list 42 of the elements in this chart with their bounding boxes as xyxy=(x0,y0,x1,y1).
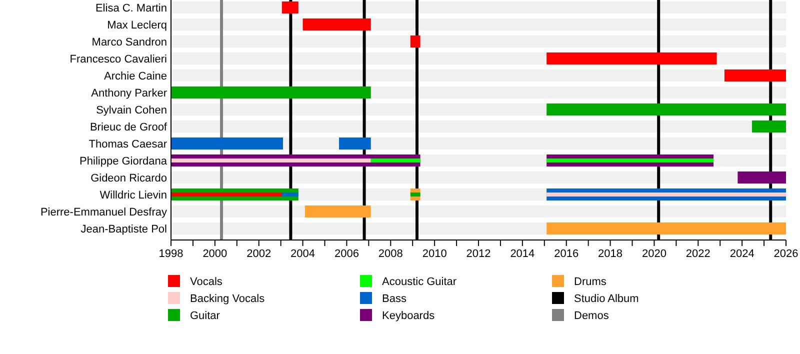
y-tick-label: Anthony Parker xyxy=(91,87,168,100)
y-tick-label: Willdric Lievin xyxy=(100,189,167,202)
y-tick-label: Thomas Caesar xyxy=(88,138,168,150)
x-tick-label: 2002 xyxy=(246,248,272,260)
x-tick-label: 2012 xyxy=(466,248,491,260)
y-tick-label: Jean-Baptiste Pol xyxy=(80,223,167,236)
y-tick-label: Archie Caine xyxy=(104,70,167,82)
bar xyxy=(171,158,371,162)
bar xyxy=(410,192,420,196)
x-tick-label: 2006 xyxy=(334,248,359,260)
x-tick-label: 2010 xyxy=(422,248,447,260)
x-tick-label: 2000 xyxy=(202,248,228,260)
x-tick-label: 2008 xyxy=(378,248,403,260)
y-tick-label: Elisa C. Martin xyxy=(95,2,167,14)
legend-label: Vocals xyxy=(190,276,223,288)
y-tick-label: Gideon Ricardo xyxy=(90,172,167,184)
legend-label: Studio Album xyxy=(574,292,639,305)
x-tick-label: 2020 xyxy=(642,248,666,260)
x-tick-label: 2016 xyxy=(554,248,579,260)
legend-label: Guitar xyxy=(190,310,220,322)
legend-label: Acoustic Guitar xyxy=(382,276,457,288)
y-tick-label: Max Leclerq xyxy=(107,19,167,32)
x-tick-label: 2014 xyxy=(510,248,535,260)
y-tick-label: Philippe Giordana xyxy=(80,155,168,168)
x-tick-label: 1998 xyxy=(158,248,184,260)
legend-label: Drums xyxy=(574,276,607,288)
legend-label: Keyboards xyxy=(382,310,436,322)
x-tick-label: 2004 xyxy=(290,248,316,260)
y-tick-label: Pierre-Emmanuel Desfray xyxy=(40,206,168,218)
y-tick-label: Marco Sandron xyxy=(92,36,167,48)
y-tick-label: Sylvain Cohen xyxy=(96,104,167,116)
legend-label: Demos xyxy=(574,310,610,322)
legend-label: Bass xyxy=(382,292,407,305)
y-tick-label: Brieuc de Groof xyxy=(90,121,168,134)
x-tick-label: 2024 xyxy=(730,248,754,260)
y-tick-label: Francesco Cavalieri xyxy=(70,53,167,66)
x-tick-label: 2018 xyxy=(598,248,623,260)
bar xyxy=(546,158,714,162)
legend-label: Backing Vocals xyxy=(190,292,266,305)
bar xyxy=(370,158,420,162)
x-tick-label: 2026 xyxy=(774,248,798,260)
x-tick-label: 2022 xyxy=(686,248,710,260)
